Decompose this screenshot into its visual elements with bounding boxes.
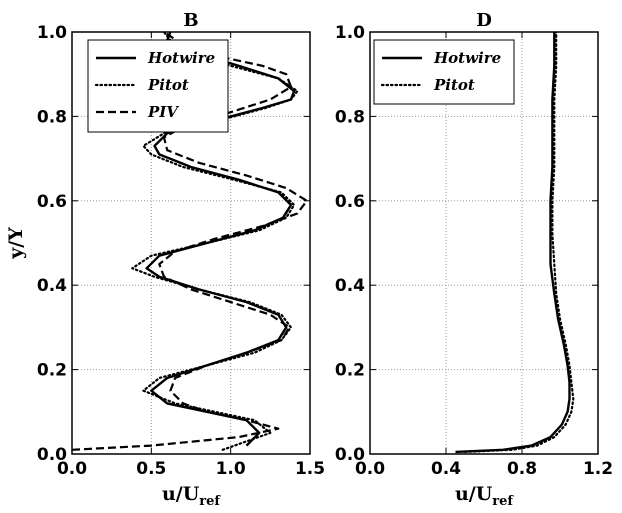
legend-box [373,39,515,105]
chart-title: B [183,10,198,31]
y-tick-label: 0.4 [335,276,365,296]
series-line-pitot [463,32,575,453]
x-tick-label: 0.5 [136,459,166,479]
chart-title: D [476,10,492,31]
y-tick-label: 0.0 [37,445,67,465]
plot-frame [71,31,311,455]
legend-entry: PIV [147,103,179,121]
x-axis-label: u/Uref [162,483,221,509]
y-tick-label: 0.4 [37,276,67,296]
x-tick-label: 1.0 [216,459,246,479]
legend-entry: Pitot [433,76,475,94]
series-line-piv [72,32,308,451]
y-tick-label: 0.0 [335,445,365,465]
y-tick-label: 0.6 [37,192,67,212]
x-tick-label: 0.4 [431,459,461,479]
x-axis-label-subscript: ref [492,494,514,509]
y-tick-label: 0.8 [37,107,67,127]
series-line-hotwire [455,32,571,454]
x-axis-label-main: u/U [162,483,200,505]
series-group [72,32,308,451]
x-tick-label: 0.0 [57,459,87,479]
panel-d: 0.0 0.4 0.8 1.2 0.0 0.2 0.4 0.6 0.8 1.0 Du/Uref Hot… [335,10,613,509]
y-tick-label: 1.0 [335,23,365,43]
x-axis-label-subscript: ref [199,494,221,509]
y-tick-label: 0.2 [335,361,365,381]
series-line-pitot [131,32,299,451]
legend: Hotwire Pitot [373,39,515,105]
x-axis-label-main: u/U [455,483,493,505]
legend-entry: Hotwire [147,49,215,67]
legend-entry: Pitot [147,76,189,94]
x-tick-label: 0.0 [355,459,385,479]
x-tick-label: 1.5 [295,459,325,479]
plot-frame [369,31,599,455]
legend-entry: Hotwire [433,49,501,67]
panel-b: 0.0 0.5 1.0 1.5 0.0 0.2 0.4 0.6 0.8 1.0 Bu/Uref y/Y… [5,10,325,509]
y-axis-label: y/Y [5,227,27,260]
legend: Hotwire Pitot PIV [87,39,229,133]
y-tick-label: 1.0 [37,23,67,43]
y-tick-label: 0.2 [37,361,67,381]
x-tick-label: 0.8 [507,459,537,479]
x-tick-label: 1.2 [583,459,613,479]
y-tick-label: 0.8 [335,107,365,127]
series-group [455,32,575,454]
x-axis-label: u/Uref [455,483,514,509]
y-tick-label: 0.6 [335,192,365,212]
